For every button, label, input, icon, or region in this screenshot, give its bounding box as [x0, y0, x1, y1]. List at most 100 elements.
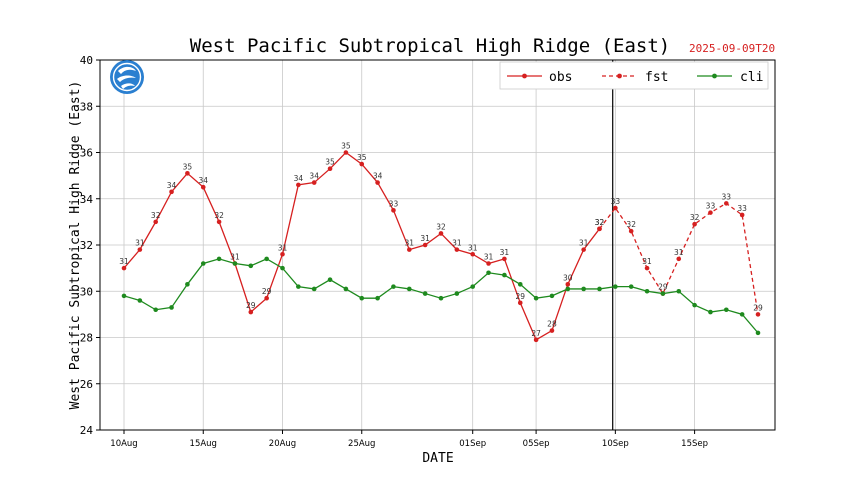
y-axis-ticks: 24 26 28 30 32 34 36 38 40 — [80, 54, 100, 437]
series-obs-data-label: 29 — [515, 292, 525, 301]
series-obs-point — [565, 282, 571, 287]
y-axis-label: West Pacific Subtropical High Ridge (Eas… — [68, 81, 83, 410]
y-tick-label: 28 — [80, 332, 93, 345]
series-cli-point — [470, 284, 476, 289]
series-obs-data-label: 34 — [167, 181, 177, 190]
series-fst-point — [724, 201, 729, 206]
x-tick-label: 15Aug — [190, 439, 217, 449]
series-obs-point — [581, 247, 586, 252]
series-fst-data-label: 32 — [595, 218, 605, 227]
legend-cli-label: cli — [740, 70, 763, 85]
series-obs-point — [391, 208, 396, 213]
y-tick-label: 36 — [80, 147, 93, 160]
series-obs-point — [502, 256, 507, 262]
series-obs-data-label: 31 — [405, 239, 415, 248]
series-fst-point — [692, 221, 697, 227]
series-obs-point — [296, 182, 301, 188]
series-obs-point — [248, 309, 254, 315]
series-cli-point — [454, 291, 460, 296]
series-cli-point — [533, 295, 539, 301]
series-obs-data-label: 31 — [135, 239, 145, 248]
series-cli-point — [660, 291, 666, 296]
series-obs-point — [407, 247, 412, 252]
series-fst-data-label: 32 — [626, 220, 636, 229]
series-cli-point — [676, 288, 682, 294]
series-obs-point — [327, 166, 333, 171]
series-cli-point — [565, 286, 571, 292]
series-cli-point — [264, 256, 269, 262]
series-cli-point — [153, 307, 158, 313]
series-fst-data-label: 31 — [642, 257, 652, 266]
series-cli-point — [708, 309, 713, 315]
series-obs-data-label: 29 — [262, 287, 272, 296]
x-tick-label: 05Sep — [523, 439, 550, 449]
series-cli-point — [644, 288, 650, 294]
series-cli-point — [200, 261, 206, 266]
series-cli-point — [486, 270, 491, 276]
series-obs-data-label: 31 — [230, 253, 240, 262]
series-fst-point — [628, 228, 634, 234]
legend-fst-marker — [617, 73, 622, 79]
y-tick-label: 26 — [80, 378, 93, 391]
series-obs-point — [533, 337, 539, 343]
series-cli-point — [391, 284, 396, 289]
series-cli-point — [407, 286, 412, 292]
series-cli-point — [232, 261, 238, 266]
series-obs-data-label: 28 — [547, 320, 557, 329]
series-cli-point — [613, 284, 618, 289]
series-obs-data-label: 33 — [389, 199, 399, 208]
series-cli-point — [359, 295, 365, 301]
series-cli-point — [597, 286, 602, 292]
series-cli-point — [755, 330, 761, 336]
series-cli-point — [438, 295, 444, 301]
series-cli-point — [375, 295, 380, 301]
series-obs-data-label: 35 — [341, 142, 351, 151]
series-obs-data-label: 34 — [294, 174, 304, 183]
series-obs-point — [375, 180, 380, 185]
series-obs-data-label: 29 — [246, 301, 256, 310]
series-obs-point — [185, 171, 190, 176]
legend-obs-label: obs — [549, 70, 572, 85]
series-obs-data-label: 34 — [198, 176, 208, 185]
series-fst-data-label: 33 — [706, 202, 716, 211]
series-obs-data-label: 32 — [595, 218, 605, 227]
series-cli-point — [692, 302, 697, 308]
series-cli-point — [327, 277, 333, 282]
y-tick-label: 32 — [80, 239, 93, 252]
series-cli-point — [517, 282, 523, 287]
x-tick-label: 01Sep — [459, 439, 486, 449]
series-obs-point — [216, 219, 222, 225]
y-tick-label: 24 — [80, 424, 94, 437]
series-obs-point — [549, 328, 555, 333]
series-cli-point — [280, 265, 285, 271]
series-fst-point — [676, 256, 682, 262]
series-fst-point — [613, 205, 618, 211]
legend: obs fst cli — [499, 61, 769, 90]
series-cli-point — [311, 286, 317, 292]
series-obs-data-label: 31 — [278, 243, 288, 252]
series-cli-point — [248, 263, 254, 269]
weather-logo-icon — [110, 60, 144, 94]
x-axis-ticks: 10Aug 15Aug 20Aug 25Aug 01Sep 05Sep 10Sep 15Sep — [110, 430, 708, 449]
series-cli-point — [549, 293, 555, 299]
series-obs-data-label: 31 — [468, 243, 478, 252]
series-obs-data-label: 27 — [531, 329, 541, 338]
series-cli-point — [739, 312, 745, 317]
series-obs-point — [486, 261, 491, 266]
series-obs-data-label: 35 — [325, 158, 335, 167]
analysis-timestamp: 2025-09-09T20 — [689, 42, 775, 55]
series-obs-point — [121, 265, 127, 271]
series-obs-point — [137, 247, 143, 252]
series-cli-point — [628, 284, 634, 289]
series-obs-point — [517, 300, 523, 306]
series-fst-data-label: 33 — [611, 197, 621, 206]
series-fst-point — [597, 226, 602, 232]
series-cli-line — [123, 258, 759, 334]
series-obs-point — [470, 251, 476, 257]
series-fst-data-label: 31 — [674, 248, 684, 257]
series-cli-point — [422, 291, 428, 296]
series-obs-data-label: 31 — [579, 239, 589, 248]
series-obs-data-label: 32 — [436, 222, 446, 231]
series-obs-point — [153, 219, 158, 225]
x-tick-label: 10Sep — [602, 439, 629, 449]
